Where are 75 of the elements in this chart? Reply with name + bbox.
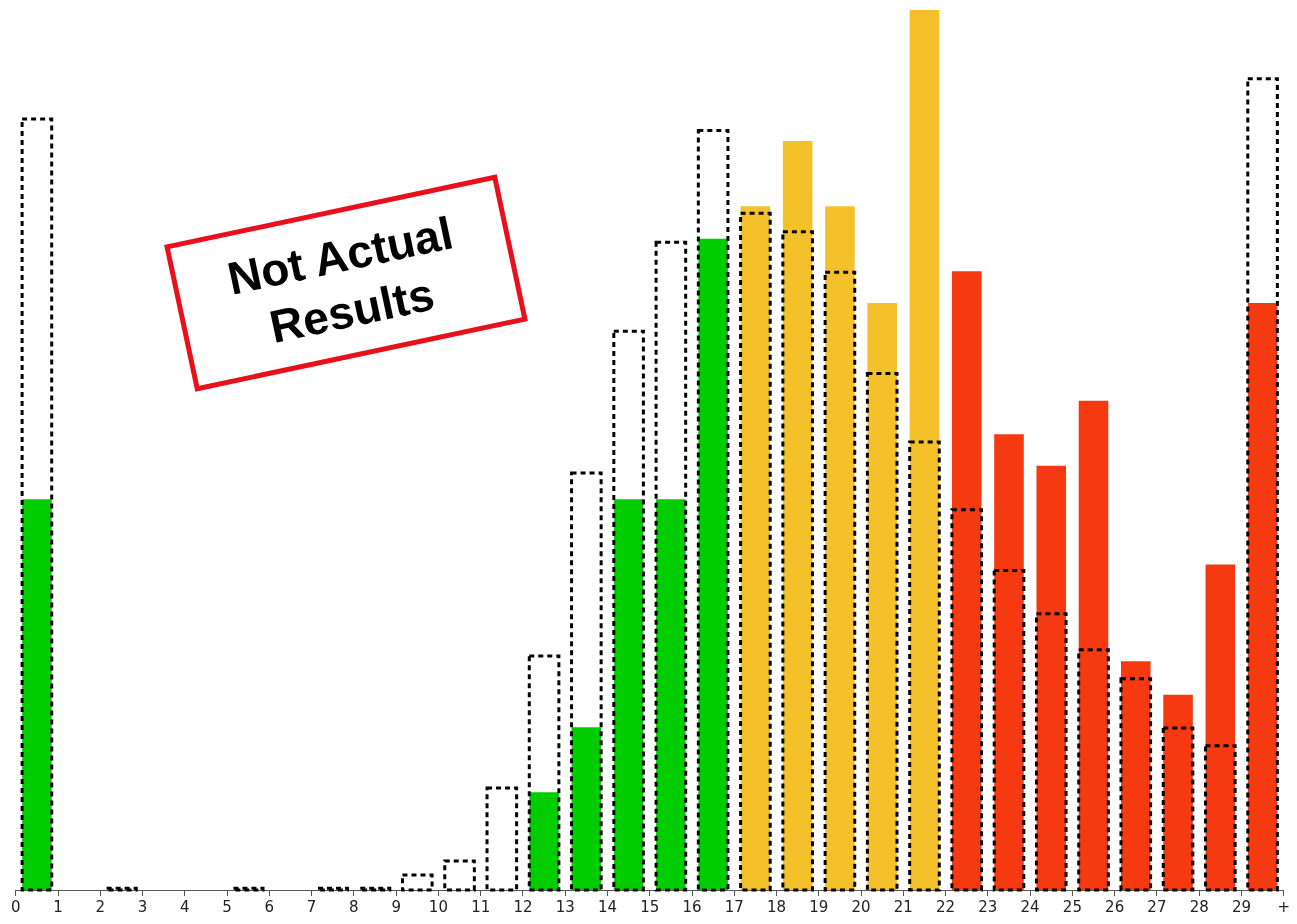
x-tick-label: 2 xyxy=(95,897,106,916)
bar xyxy=(529,792,559,890)
x-tick-label: 4 xyxy=(180,897,190,916)
bar xyxy=(570,471,603,892)
bar xyxy=(865,371,899,892)
x-tick-label: 26 xyxy=(1105,897,1125,916)
x-tick-label: 5 xyxy=(222,897,232,916)
x-tick-label: 8 xyxy=(349,897,359,916)
bar xyxy=(1119,677,1153,892)
bar xyxy=(656,499,686,890)
x-tick-label: 18 xyxy=(766,897,787,916)
bar xyxy=(571,727,602,890)
bar xyxy=(1204,744,1237,892)
bar xyxy=(527,654,561,892)
bar xyxy=(316,886,350,892)
bar xyxy=(908,440,941,892)
bar xyxy=(1078,400,1109,890)
bar xyxy=(950,508,984,892)
bar xyxy=(1246,77,1279,892)
bar xyxy=(781,230,814,892)
bar xyxy=(951,271,982,890)
bar xyxy=(20,117,54,892)
x-tick-label: 28 xyxy=(1189,897,1209,916)
bar xyxy=(105,886,138,892)
bar xyxy=(1205,564,1236,890)
x-tick-label: 16 xyxy=(682,897,702,916)
bar xyxy=(1161,726,1195,892)
bar xyxy=(654,240,688,892)
x-tick-label: 12 xyxy=(513,897,533,916)
bar xyxy=(698,238,728,890)
bar xyxy=(1077,648,1110,892)
x-tick-label: 27 xyxy=(1147,897,1167,916)
bar xyxy=(1121,661,1151,890)
bar xyxy=(612,329,645,892)
bar xyxy=(1247,303,1278,890)
bar xyxy=(1034,612,1068,892)
x-tick-label: + xyxy=(1277,897,1290,916)
bar xyxy=(696,129,730,892)
bar xyxy=(1163,694,1193,890)
x-tick-label: 13 xyxy=(555,897,575,916)
bar xyxy=(909,10,940,890)
bar xyxy=(485,786,519,892)
x-tick-label: 7 xyxy=(306,897,317,916)
x-tick-label: 1 xyxy=(53,897,63,916)
bar xyxy=(401,873,434,892)
annotation: Not Actual Results xyxy=(164,174,528,392)
bar xyxy=(613,499,644,890)
x-tick-label: 19 xyxy=(809,897,829,916)
x-tick-label: 20 xyxy=(851,897,871,916)
x-tick-label: 23 xyxy=(978,897,998,916)
x-tick-label: 11 xyxy=(471,897,491,916)
x-tick-label: 21 xyxy=(893,897,913,916)
x-tick-label: 3 xyxy=(137,897,148,916)
bar xyxy=(825,206,855,890)
bar xyxy=(358,886,392,892)
x-tick-label: 14 xyxy=(597,897,618,916)
x-tick-label: 6 xyxy=(264,897,275,916)
bar xyxy=(867,303,897,890)
bar xyxy=(823,270,857,892)
x-tick-label: 24 xyxy=(1020,897,1040,916)
bar xyxy=(992,569,1026,892)
bar xyxy=(22,499,52,890)
bar xyxy=(782,141,813,890)
x-tick-label: 25 xyxy=(1062,897,1082,916)
x-tick-label: 10 xyxy=(428,897,448,916)
x-tick-label: 9 xyxy=(391,897,401,916)
bar xyxy=(1036,465,1067,890)
x-tick-label: 0 xyxy=(11,897,21,916)
bar xyxy=(994,434,1024,890)
x-tick-label: 15 xyxy=(640,897,660,916)
x-tick-label: 29 xyxy=(1231,897,1251,916)
bar xyxy=(231,886,265,892)
x-tick-label: 17 xyxy=(724,897,744,916)
bar xyxy=(443,859,476,892)
x-tick-label: 22 xyxy=(936,897,956,916)
